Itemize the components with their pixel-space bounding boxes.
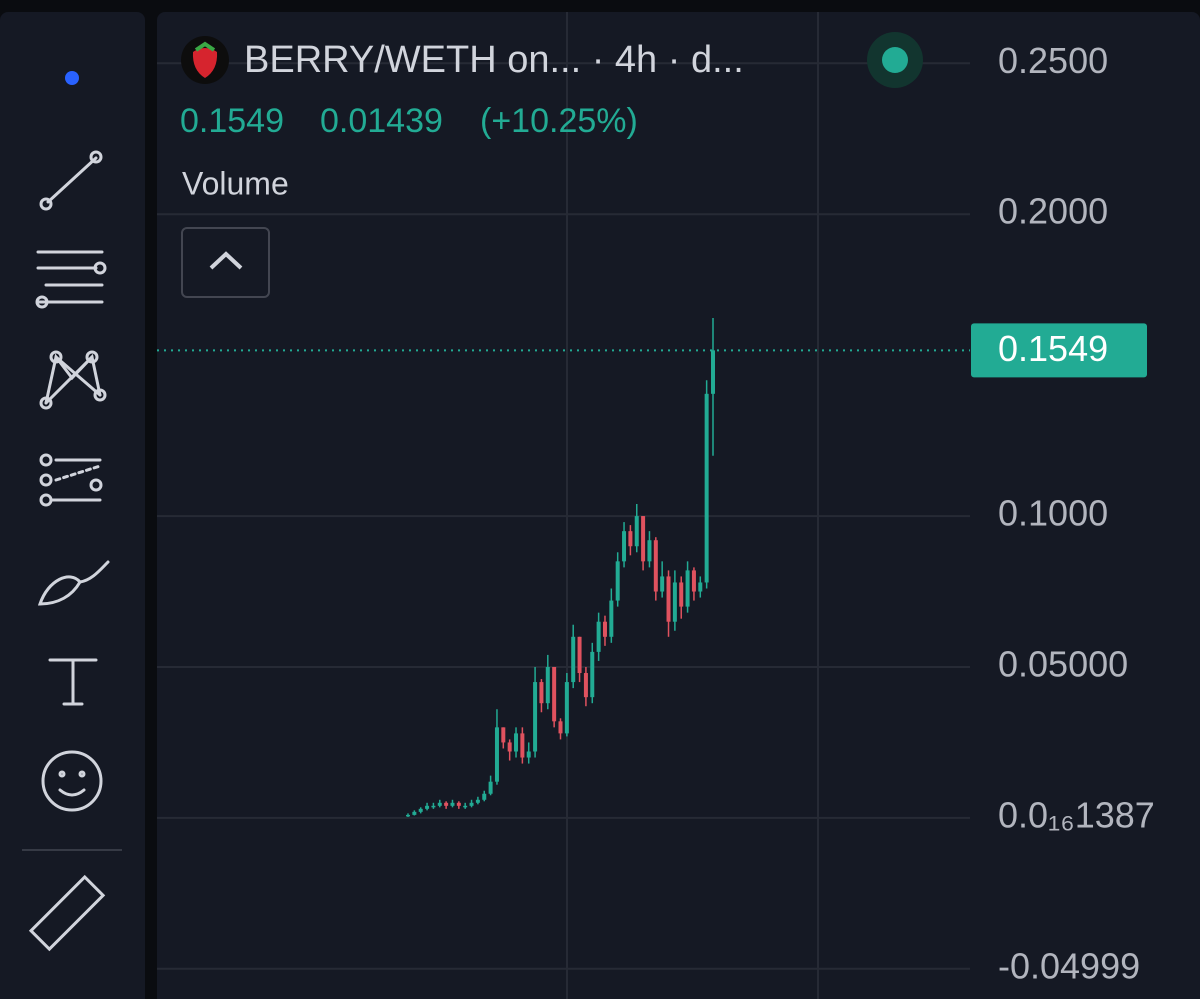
- candle-body: [539, 682, 544, 704]
- candle-body: [437, 802, 442, 806]
- candle-body: [533, 682, 538, 752]
- grid: [157, 62, 970, 970]
- brush-tool[interactable]: [37, 560, 110, 606]
- candle-body: [526, 751, 531, 758]
- candle-body: [494, 727, 499, 782]
- candle-body: [450, 802, 455, 806]
- candle-body: [564, 682, 569, 734]
- candle-body: [482, 793, 487, 800]
- candle-body: [425, 805, 430, 809]
- candle-body: [501, 727, 506, 743]
- symbol-title: BERRY/WETH on... · 4h · d...: [244, 39, 744, 81]
- candle-body: [507, 742, 512, 752]
- trend-line-tool[interactable]: [39, 150, 103, 211]
- candle-body: [583, 673, 588, 698]
- candle-body: [622, 531, 627, 562]
- candle-body: [571, 636, 576, 683]
- candle-body: [672, 582, 677, 622]
- toolbar-icons[interactable]: [22, 71, 122, 952]
- collapse-button[interactable]: [181, 227, 270, 298]
- y-tick-label: 0.1000: [998, 493, 1108, 534]
- candle-body: [552, 666, 557, 722]
- candle-body: [456, 802, 461, 806]
- y-tick-label: -0.04999: [998, 945, 1140, 986]
- ruler-tool[interactable]: [28, 874, 106, 952]
- last-price: 0.1549: [180, 102, 284, 140]
- candle-body: [577, 636, 582, 674]
- candle-body: [469, 802, 474, 806]
- candle-body: [520, 733, 525, 758]
- candle-body: [475, 799, 480, 803]
- candle-body: [418, 808, 423, 812]
- emoji-tool[interactable]: [41, 750, 103, 812]
- forecast-tool[interactable]: [39, 453, 103, 507]
- candle-body: [514, 733, 519, 752]
- y-tick-label: 0.2000: [998, 191, 1108, 232]
- toolbar: [0, 12, 145, 999]
- chevron-up: [209, 251, 243, 270]
- candle-body: [634, 516, 639, 547]
- candle-body: [615, 561, 620, 601]
- price-change: 0.01439: [320, 102, 443, 140]
- indicator-label: Volume: [182, 165, 289, 201]
- y-tick-label: 0.0₁₆1387: [998, 794, 1155, 835]
- chart-panel: [157, 12, 1200, 999]
- strawberry: [192, 48, 218, 78]
- text-tool[interactable]: [48, 658, 98, 706]
- candle-body: [647, 540, 652, 562]
- indicator-dot: [65, 71, 79, 85]
- status-dot: [882, 47, 908, 73]
- candle-body: [691, 570, 696, 592]
- candle-body: [653, 540, 658, 592]
- candle-body: [488, 781, 493, 794]
- y-tick-label: 0.05000: [998, 643, 1128, 684]
- candle-body: [463, 805, 468, 808]
- candle-body: [660, 576, 665, 592]
- candle-body: [609, 600, 614, 637]
- candle-body: [406, 814, 410, 817]
- fib-tool[interactable]: [35, 250, 107, 309]
- candle-body: [685, 570, 690, 607]
- candle-body: [545, 666, 550, 704]
- candle-body: [558, 721, 563, 734]
- strawberry-leaf: [194, 41, 216, 52]
- candle-body: [628, 531, 633, 547]
- candle-body: [711, 350, 715, 394]
- candle-body: [704, 393, 709, 583]
- pattern-tool[interactable]: [39, 350, 107, 410]
- candle-body: [641, 516, 646, 562]
- last-price-tag-label: 0.1549: [998, 328, 1108, 369]
- candle-body: [698, 582, 703, 592]
- candle-body: [590, 651, 595, 698]
- candle-body: [602, 621, 607, 637]
- candle-body: [596, 621, 601, 652]
- candle-body: [679, 582, 684, 607]
- candles: [157, 318, 970, 817]
- candle-body: [431, 805, 436, 808]
- candle-body: [444, 802, 449, 806]
- y-tick-label: 0.2500: [998, 40, 1108, 81]
- price-axis: 0.2500 0.2000 0.1000 0.05000 0.0₁₆1387 -0.049…: [971, 40, 1155, 986]
- price-change-percent: (+10.25%): [480, 102, 638, 140]
- last-price-tag: [971, 323, 1147, 378]
- candle-body: [412, 811, 417, 815]
- candle-body: [666, 576, 671, 622]
